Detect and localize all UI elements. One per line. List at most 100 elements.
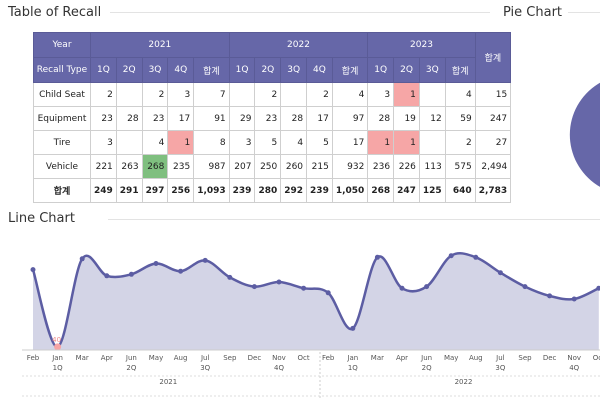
table-cell: 249 — [90, 178, 117, 203]
table-row: 합계 249 291 297 256 1,093 239 280 292 239 1,050 268 2… — [33, 178, 512, 203]
quarter-header-2021-5: 합계 — [193, 57, 230, 83]
table-cell: 1,093 — [193, 178, 230, 203]
quarter-header-2023-4: 합계 — [444, 57, 476, 83]
data-point — [153, 261, 159, 266]
quarter-header-2021-3: 3Q — [141, 57, 169, 83]
row-label: Child Seat — [33, 82, 91, 107]
table-cell: 8 — [193, 130, 230, 155]
x-tick-label: Apr — [101, 354, 113, 362]
table-cell: 19 — [393, 106, 420, 131]
table-row: Equipment 23 28 23 17 91 29 23 28 17 97 28 19 12 59 247 — [33, 106, 512, 131]
table-cell: 1 — [367, 130, 395, 155]
recall-type-header: Recall Type — [33, 57, 91, 83]
table-cell: 1,050 — [331, 178, 369, 203]
data-point — [448, 253, 454, 259]
table-cell: 575 — [444, 154, 476, 179]
x-tick-label: Aug — [174, 354, 188, 362]
x-tick-label: Aug — [469, 354, 483, 362]
table-cell: 28 — [115, 106, 143, 131]
table-cell: 2 — [444, 130, 476, 155]
row-label: Equipment — [33, 106, 91, 131]
x-tick-label: Dec — [543, 354, 557, 362]
year-2023-header: 2023 — [367, 32, 476, 58]
table-cell: 4 — [141, 130, 169, 155]
line-chart-svg: 40 Feb Jan Mar Apr Jun May Aug Jul Sep Dec Nov Oct Fe… — [22, 252, 600, 400]
year-header: Year — [33, 32, 91, 58]
table-cell: 256 — [167, 178, 195, 203]
quarter-tick-label: 1Q — [348, 364, 358, 372]
table-cell: 28 — [367, 106, 395, 131]
table-cell: 239 — [228, 178, 256, 203]
table-cell — [280, 82, 308, 107]
table-cell: 263 — [115, 154, 143, 179]
row-label: 합계 — [33, 178, 91, 203]
table-cell — [115, 82, 143, 107]
year-tick-label: 2022 — [455, 378, 473, 386]
x-tick-label: Oct — [298, 354, 310, 362]
x-tick-label: Sep — [223, 354, 237, 362]
table-cell: 12 — [418, 106, 446, 131]
data-point — [202, 257, 208, 263]
table-cell: 2 — [141, 82, 169, 107]
table-cell: 91 — [193, 106, 230, 131]
table-cell: 17 — [167, 106, 195, 131]
table-cell: 7 — [193, 82, 230, 107]
area-fill — [33, 253, 599, 350]
table-cell: 239 — [306, 178, 333, 203]
table-cell: 2 — [90, 82, 117, 107]
x-tick-label: Feb — [322, 354, 335, 362]
table-cell: 250 — [254, 154, 282, 179]
quarter-tick-label: 4Q — [569, 364, 579, 372]
quarter-header-2023-3: 3Q — [418, 57, 446, 83]
table-title: Table of Recall — [8, 5, 108, 20]
table-cell: 59 — [444, 106, 476, 131]
table-cell: 268 — [367, 178, 395, 203]
table-cell: 3 — [228, 130, 256, 155]
table-cell: 5 — [254, 130, 282, 155]
data-point — [596, 285, 600, 291]
quarter-header-2021-4: 4Q — [167, 57, 195, 83]
x-tick-label: Feb — [27, 354, 40, 362]
data-point — [301, 285, 307, 291]
quarter-tick-label: 2Q — [126, 364, 136, 372]
table-cell: 113 — [418, 154, 446, 179]
table-cell: 23 — [90, 106, 117, 131]
table-cell: 2 — [306, 82, 333, 107]
table-cell: 221 — [90, 154, 117, 179]
x-tick-label: Dec — [248, 354, 262, 362]
row-total: 247 — [474, 106, 512, 131]
year-2022-header: 2022 — [228, 32, 369, 58]
x-tick-label: Jul — [495, 354, 505, 362]
table-cell: 28 — [280, 106, 308, 131]
table-cell: 297 — [141, 178, 169, 203]
pie-title: Pie Chart — [503, 5, 569, 20]
table-cell: 236 — [367, 154, 395, 179]
table-cell: 3 — [367, 82, 395, 107]
data-point — [54, 343, 62, 351]
table-cell: 3 — [90, 130, 117, 155]
line-title: Line Chart — [8, 211, 81, 226]
data-point — [276, 279, 282, 285]
table-cell: 280 — [254, 178, 282, 203]
table-cell: 1 — [167, 130, 195, 155]
data-point — [571, 296, 577, 302]
table-row: Vehicle 221 263 268 235 987 207 250 260 215 932 236… — [33, 154, 512, 179]
data-point — [473, 254, 479, 260]
table-cell: 2 — [254, 82, 282, 107]
x-tick-label: Apr — [396, 354, 408, 362]
table-cell: 268 — [141, 154, 169, 179]
x-tick-label: Nov — [272, 354, 286, 362]
table-cell — [228, 82, 256, 107]
table-cell: 292 — [280, 178, 308, 203]
quarter-header-2023-2: 2Q — [393, 57, 420, 83]
x-tick-label: Sep — [518, 354, 532, 362]
x-tick-label: Mar — [371, 354, 384, 362]
table-cell — [418, 82, 446, 107]
row-total: 27 — [474, 130, 512, 155]
table-cell: 987 — [193, 154, 230, 179]
quarter-header-row: Recall Type 1Q 2Q 3Q 4Q 합계 1Q 2Q 3Q 4Q 합계 1Q 2Q 3Q 합계 — [33, 57, 511, 83]
data-point — [497, 270, 503, 276]
table-row: Tire 3 4 1 8 3 5 4 5 17 1 1 2 27 — [33, 130, 512, 155]
table-cell: 291 — [115, 178, 143, 203]
quarter-tick-label: 3Q — [495, 364, 505, 372]
